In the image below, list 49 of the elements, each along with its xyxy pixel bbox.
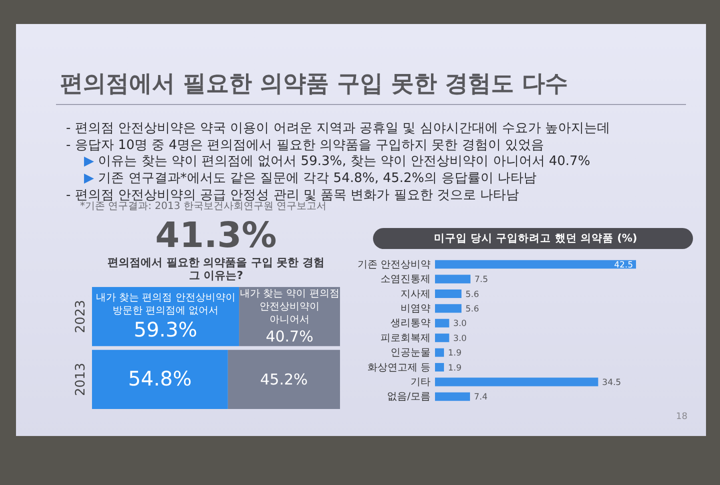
text: ▶ 기존 연구결과*에서도 같은 질문에 각각 54.8%, 45.2%의 응답률이 나타남 (84, 171, 536, 188)
bar (435, 392, 470, 401)
data-label: 59.3% (134, 318, 198, 342)
y-tick-label: 2013 (74, 362, 88, 396)
y-tick-label: 2023 (74, 300, 88, 334)
bar (435, 362, 444, 372)
data-label: 40.7% (266, 328, 314, 346)
y-tick-label: 인공눈물 (390, 348, 430, 359)
data-label: 1.9 (448, 348, 462, 359)
bar (435, 378, 598, 386)
data-label: 5.6 (465, 304, 480, 314)
data-label: 34.5 (602, 378, 622, 388)
y-tick-label: 피로회복제 (380, 332, 430, 344)
bar (435, 348, 444, 357)
bar (435, 289, 462, 298)
data-label: 1.9 (448, 363, 462, 374)
y-tick-label: 지사제 (400, 288, 430, 300)
y-tick-label: 기타 (410, 376, 430, 388)
text: 18 (676, 412, 688, 422)
data-label: 7.5 (474, 275, 488, 286)
bar (435, 260, 636, 269)
y-tick-label: 생리통약 (390, 318, 430, 330)
bar (435, 334, 450, 342)
bar (435, 274, 470, 284)
text: ▶ 이유는 찾는 약이 편의점에 없어서 59.3%, 찾는 약이 안전상비약이 아니어서 40.7% (84, 154, 590, 170)
series-label: 내가 찾는 편의점 안전상비약이 방문한 편의점에 없어서 (96, 292, 236, 317)
y-tick-label: 없음/모름 (387, 392, 430, 403)
bar (435, 318, 450, 328)
data-label: 7.4 (474, 392, 488, 403)
data-label: 3.0 (453, 319, 467, 330)
bar (435, 304, 462, 313)
data-label: 5.6 (465, 290, 480, 300)
data-label: 42.5 (614, 260, 633, 270)
text: - 편의점 안전상비약은 약국 이용이 어려운 지역과 공휴일 및 심야시간대에 수요가 높아지는데 (66, 121, 610, 137)
y-tick-label: 소염진통제 (380, 274, 430, 286)
text: *기존 연구결과: 2013 한국보건사회연구원 연구보고서 (80, 201, 327, 213)
text: - 응답자 10명 중 4명은 편의점에서 필요한 의약품을 구입하지 못한 경험이 있었음 (66, 138, 544, 154)
text: 편의점에서 필요한 의약품 구입 못한 경험도 다수 (60, 70, 568, 99)
y-tick-label: 화상연고제 등 (367, 362, 430, 374)
data-label: 54.8% (128, 366, 192, 390)
series-label: 내가 찾는 약이 편의점 안전상비약이 아니어서 (240, 288, 340, 326)
data-label: 3.0 (453, 334, 467, 344)
data-label: 45.2% (260, 370, 308, 388)
y-tick-label: 기존 안전상비약 (357, 259, 430, 270)
chart-title: 41.3% (155, 216, 277, 256)
text: - 편의점 안전상비약의 공급 안정성 관리 및 품목 변화가 필요한 것으로 나타남 (66, 188, 520, 203)
chart-subtitle: 편의점에서 필요한 의약품을 구입 못한 경험 그 이유는? (107, 256, 325, 282)
y-tick-label: 비염약 (400, 303, 430, 314)
chart-title: 미구입 당시 구입하려고 했던 의약품 (%) (434, 232, 638, 244)
